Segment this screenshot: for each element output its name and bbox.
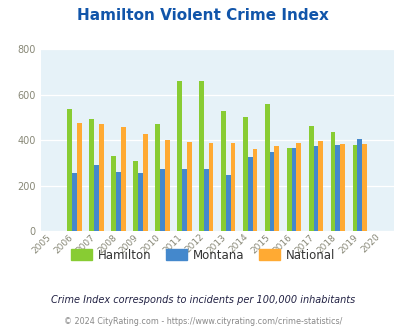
Bar: [89, 119, 94, 231]
Bar: [164, 140, 169, 231]
Bar: [361, 144, 366, 231]
Bar: [77, 123, 82, 231]
Bar: [67, 109, 72, 231]
Bar: [198, 81, 203, 231]
Bar: [352, 145, 356, 231]
Bar: [111, 156, 116, 231]
Bar: [242, 117, 247, 231]
Bar: [177, 81, 181, 231]
Bar: [225, 176, 230, 231]
Bar: [133, 161, 138, 231]
Bar: [181, 169, 186, 231]
Bar: [296, 144, 301, 231]
Bar: [94, 165, 99, 231]
Legend: Hamilton, Montana, National: Hamilton, Montana, National: [66, 244, 339, 266]
Text: © 2024 CityRating.com - https://www.cityrating.com/crime-statistics/: © 2024 CityRating.com - https://www.city…: [64, 317, 341, 326]
Bar: [121, 127, 126, 231]
Bar: [138, 173, 143, 231]
Bar: [330, 132, 335, 231]
Bar: [291, 148, 296, 231]
Bar: [160, 169, 164, 231]
Bar: [116, 172, 121, 231]
Text: Crime Index corresponds to incidents per 100,000 inhabitants: Crime Index corresponds to incidents per…: [51, 295, 354, 305]
Bar: [208, 143, 213, 231]
Bar: [264, 104, 269, 231]
Text: Hamilton Violent Crime Index: Hamilton Violent Crime Index: [77, 8, 328, 23]
Bar: [318, 141, 322, 231]
Bar: [186, 142, 191, 231]
Bar: [269, 152, 274, 231]
Bar: [274, 146, 279, 231]
Bar: [286, 148, 291, 231]
Bar: [155, 124, 160, 231]
Bar: [220, 111, 225, 231]
Bar: [99, 124, 104, 231]
Bar: [143, 134, 147, 231]
Bar: [230, 143, 235, 231]
Bar: [308, 125, 313, 231]
Bar: [356, 139, 361, 231]
Bar: [72, 173, 77, 231]
Bar: [203, 169, 208, 231]
Bar: [339, 144, 344, 231]
Bar: [335, 145, 339, 231]
Bar: [252, 148, 257, 231]
Bar: [313, 146, 318, 231]
Bar: [247, 157, 252, 231]
